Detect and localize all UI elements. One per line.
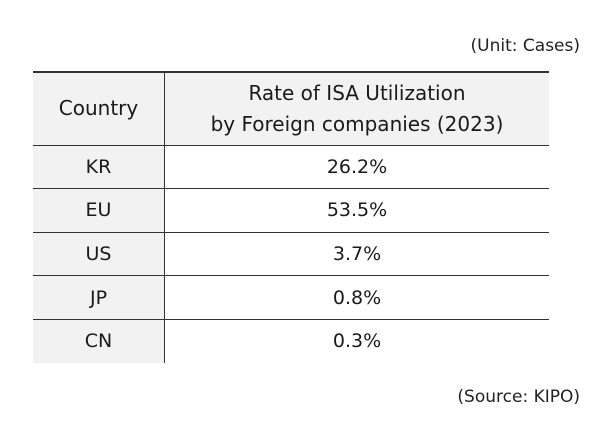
country-cell: US [33,232,165,276]
table-row: KR 26.2% [33,145,549,189]
rate-cell: 0.3% [332,330,382,353]
source-note: (Source: KIPO) [457,387,580,407]
header-country: Country [33,72,165,145]
table-header: Country Rate of ISA Utilization by Forei… [33,72,549,145]
country-cell: JP [33,275,165,320]
table-body: KR 26.2% EU 53.5% US 3.7% JP 0.8% CN 0.3… [33,145,549,363]
rate-cell: 3.7% [332,242,382,265]
table-row: US 3.7% [33,232,549,276]
rate-cell: 0.8% [332,286,382,309]
country-cell: EU [33,188,165,233]
rate-cell: 53.5% [326,199,388,222]
header-row: Country Rate of ISA Utilization by Forei… [33,72,549,145]
country-cell: CN [33,319,165,363]
header-rate-line2: by Foreign companies (2023) [210,111,504,136]
unit-note: (Unit: Cases) [470,36,580,56]
table-row: EU 53.5% [33,188,549,233]
isa-utilization-table: Country Rate of ISA Utilization by Forei… [33,71,549,363]
header-rate: Rate of ISA Utilization by Foreign compa… [165,72,550,145]
table-row: JP 0.8% [33,275,549,320]
table-row: CN 0.3% [33,319,549,363]
header-rate-line1: Rate of ISA Utilization [248,80,466,105]
country-cell: KR [33,145,165,189]
rate-cell: 26.2% [326,155,388,178]
